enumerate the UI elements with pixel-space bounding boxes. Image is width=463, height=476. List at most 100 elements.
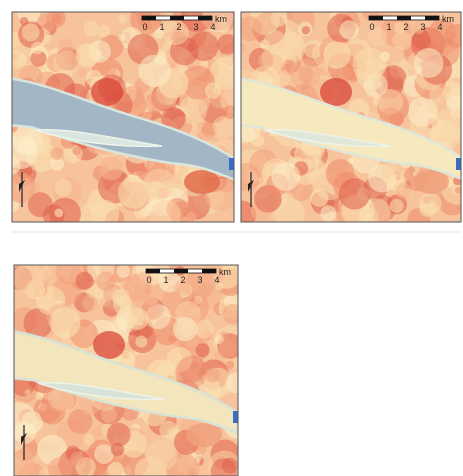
land-patch [83, 434, 94, 445]
land-patch [100, 297, 110, 307]
land-patch [429, 87, 446, 104]
land-patch [50, 147, 63, 160]
water-marker [229, 158, 234, 170]
land-patch [6, 435, 23, 452]
land-patch [111, 443, 125, 457]
scale-label: 2 [176, 22, 181, 32]
land-patch [7, 50, 26, 69]
scale-unit: km [215, 14, 227, 24]
land-patch [143, 169, 175, 201]
map-figure: 01234km01234km01234km [0, 0, 463, 476]
land-patch [194, 295, 202, 303]
land-patch [223, 105, 237, 119]
land-patch [168, 336, 175, 343]
land-patch [76, 272, 94, 290]
land-patch [226, 372, 247, 393]
scale-bar-segment [369, 16, 383, 20]
scale-label: 1 [159, 22, 164, 32]
scale-bar-segment [425, 16, 439, 20]
land-patch [150, 200, 181, 231]
land-patch [118, 14, 127, 23]
land-patch [94, 444, 114, 464]
land-patch [198, 122, 204, 128]
urban-area [184, 170, 220, 194]
land-patch [22, 23, 40, 41]
land-patch [40, 442, 51, 453]
land-patch [196, 343, 210, 357]
scale-label: 0 [146, 275, 151, 285]
land-patch [117, 265, 130, 278]
land-patch [31, 42, 44, 55]
land-patch [90, 200, 119, 229]
land-patch [310, 189, 328, 207]
land-patch [290, 58, 320, 88]
scale-bar-segment [202, 269, 216, 273]
land-patch [390, 199, 404, 213]
scale-label: 1 [386, 22, 391, 32]
urban-area [93, 331, 125, 359]
land-patch [52, 443, 59, 450]
land-patch [213, 116, 235, 138]
land-patch [392, 31, 411, 50]
land-patch [52, 14, 62, 24]
water-marker [456, 158, 461, 170]
land-patch [72, 147, 80, 155]
land-patch [414, 48, 444, 78]
land-patch [339, 20, 358, 39]
land-patch [450, 107, 462, 119]
land-patch [226, 361, 235, 370]
land-patch [145, 92, 166, 113]
land-patch [58, 39, 74, 55]
scale-label: 2 [180, 275, 185, 285]
land-patch [113, 295, 132, 314]
land-patch [203, 124, 213, 134]
land-patch [323, 41, 350, 68]
land-patch [50, 307, 81, 338]
land-patch [76, 43, 100, 67]
land-patch [380, 51, 390, 61]
land-patch [395, 183, 411, 199]
land-patch [416, 101, 422, 107]
scale-bar-segment [170, 16, 184, 20]
land-patch [217, 34, 237, 54]
urban-area [186, 423, 222, 447]
land-patch [55, 208, 64, 217]
land-patch [348, 157, 354, 163]
land-patch [271, 162, 300, 191]
land-patch [146, 439, 177, 470]
map-image [228, 4, 463, 231]
land-patch [339, 178, 370, 209]
scale-bar-segment [198, 16, 212, 20]
land-patch [238, 43, 246, 51]
scale-unit: km [442, 14, 454, 24]
scale-label: 2 [403, 22, 408, 32]
urban-area [413, 170, 449, 194]
scale-bar-segment [142, 16, 156, 20]
land-patch [78, 69, 86, 77]
land-patch [258, 52, 274, 68]
scale-bar-segment [397, 16, 411, 20]
land-patch [55, 179, 72, 196]
land-patch [49, 198, 81, 230]
land-patch [419, 193, 441, 215]
land-patch [264, 30, 287, 53]
scale-bar-segment [146, 269, 160, 273]
scale-label: 0 [142, 22, 147, 32]
scale-unit: km [219, 267, 231, 277]
land-patch [98, 25, 111, 38]
land-patch [320, 205, 336, 221]
scale-bar-segment [174, 269, 188, 273]
land-patch [70, 452, 84, 466]
scale-label: 3 [193, 22, 198, 32]
scale-label: 3 [197, 275, 202, 285]
land-patch [451, 28, 458, 35]
scale-label: 1 [163, 275, 168, 285]
map-image [0, 0, 245, 231]
land-patch [223, 304, 243, 324]
land-patch [302, 26, 310, 34]
land-patch [195, 320, 214, 339]
land-patch [25, 389, 31, 395]
scale-label: 0 [369, 22, 374, 32]
